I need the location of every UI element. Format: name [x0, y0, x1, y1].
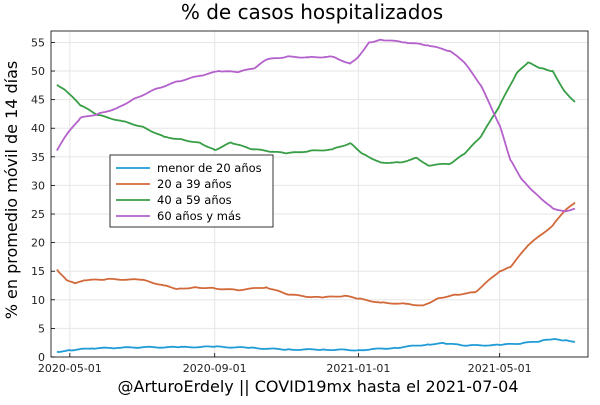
series-line-menor-de-20-anos: [56, 338, 576, 353]
y-axis-label: % en promedio móvil de 14 días: [2, 61, 21, 320]
legend-label-20-a-39-anos: 20 a 39 años: [157, 177, 232, 191]
y-tick-label: 35: [31, 151, 45, 164]
x-tick-label: 2020-09-01: [183, 362, 247, 375]
legend-label-menor-de-20-anos: menor de 20 años: [157, 161, 262, 175]
y-tick-label: 45: [31, 94, 45, 107]
series-lines: [56, 38, 576, 353]
series-line-40-a-59-anos: [56, 61, 576, 167]
series-line-20-a-39-anos: [56, 201, 576, 307]
ticks: 0 5 10 15 20 25 30 35 40 45 50 55 2020-05-01 2020-09-…: [31, 36, 532, 375]
series-line-60-anos-y-mas: [56, 38, 576, 213]
x-tick-label: 2021-01-01: [326, 362, 390, 375]
y-tick-label: 40: [31, 122, 45, 135]
legend-label-40-a-59-anos: 40 a 59 años: [157, 193, 232, 207]
x-tick-label: 2020-05-01: [38, 362, 102, 375]
y-tick-label: 0: [38, 351, 45, 364]
y-tick-label: 20: [31, 237, 45, 250]
y-tick-label: 50: [31, 65, 45, 78]
legend: menor de 20 años 20 a 39 años 40 a 59 años…: [109, 154, 274, 228]
chart-title: % de casos hospitalizados: [181, 0, 443, 24]
x-tick-label: 2021-05-01: [468, 362, 532, 375]
plot-frame: [50, 30, 589, 358]
y-tick-label: 5: [38, 322, 45, 335]
y-tick-label: 25: [31, 208, 45, 221]
y-tick-label: 10: [31, 294, 45, 307]
y-tick-label: 55: [31, 36, 45, 49]
x-axis-label: @ArturoErdely || COVID19mx hasta el 2021…: [118, 377, 519, 396]
legend-box: [109, 154, 274, 228]
legend-label-60-anos-y-mas: 60 años y más: [157, 209, 241, 223]
y-tick-label: 15: [31, 265, 45, 278]
y-tick-label: 30: [31, 179, 45, 192]
